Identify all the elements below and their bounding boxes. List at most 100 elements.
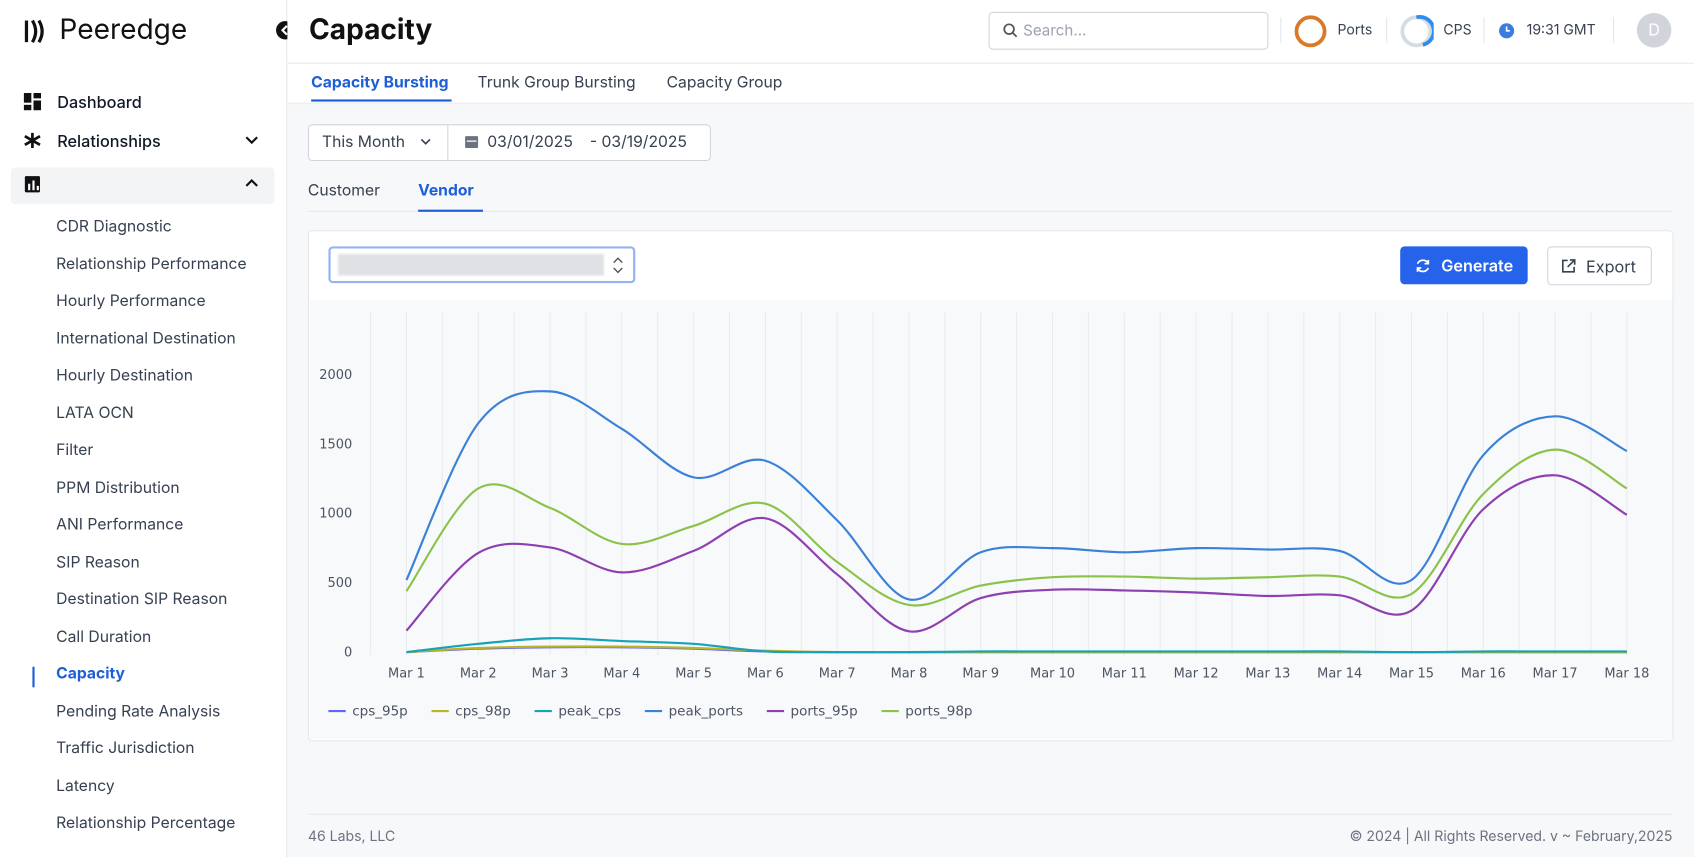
x-tick-label: Mar 16 — [1461, 667, 1506, 682]
x-tick-label: Mar 1 — [388, 667, 425, 682]
y-tick-label: 0 — [344, 645, 352, 660]
select-arrows — [613, 257, 623, 274]
x-tick-label: Mar 8 — [891, 667, 928, 682]
active-indicator — [32, 666, 35, 688]
legend-label: ports_95p — [791, 703, 858, 719]
export-icon — [1561, 259, 1576, 273]
vendor-select[interactable] — [328, 246, 636, 284]
x-tick-label: Mar 13 — [1245, 667, 1290, 682]
brand: Peeredge — [59, 12, 188, 47]
x-tick-label: Mar 12 — [1174, 667, 1219, 682]
report-link[interactable]: Traffic Jurisdiction — [56, 739, 195, 758]
x-tick-label: Mar 5 — [675, 667, 712, 682]
y-tick-label: 1000 — [319, 507, 352, 522]
footer-left: 46 Labs, LLC — [307, 827, 396, 846]
subtab[interactable]: Vendor — [418, 181, 474, 200]
search-placeholder: Search... — [1023, 21, 1087, 40]
export-button[interactable]: Export — [1547, 246, 1652, 286]
divider — [1280, 17, 1282, 44]
x-tick-label: Mar 6 — [747, 667, 784, 682]
divider — [1386, 17, 1388, 44]
nav-item[interactable]: Dashboard — [57, 91, 142, 113]
report-link[interactable]: Call Duration — [56, 627, 152, 646]
footer-right: © 2024 | All Rights Reserved. v ~ Februa… — [1349, 827, 1673, 846]
x-tick-label: Mar 4 — [603, 667, 640, 682]
report-link[interactable]: Relationship Percentage — [56, 813, 236, 833]
sidebar: Peeredge DashboardRelationshipsReportsCD… — [0, 0, 288, 857]
y-tick-label: 500 — [327, 576, 352, 591]
top-bar: Capacity Search... Ports CPS 19:31 GMT D — [287, 0, 1694, 64]
tab[interactable]: Trunk Group Bursting — [477, 73, 636, 92]
x-tick-label: Mar 3 — [532, 667, 569, 682]
report-link[interactable]: SIP Reason — [56, 552, 140, 572]
logo-icon — [24, 19, 44, 43]
chart-card: Generate Export Mar 1 Mar 2 Mar 3 Mar 4 Mar … — [307, 230, 1674, 742]
legend-label: peak_ports — [669, 703, 743, 719]
reports-highlight — [10, 167, 275, 205]
report-link[interactable]: Latency — [56, 776, 115, 795]
avatar[interactable]: D — [1636, 12, 1672, 48]
legend-label: cps_98p — [455, 703, 511, 719]
clock-icon — [1499, 23, 1515, 39]
footer-line — [307, 813, 1673, 815]
report-link[interactable]: LATA OCN — [56, 403, 134, 423]
x-tick-label: Mar 17 — [1533, 667, 1578, 682]
divider — [1483, 17, 1485, 44]
cps-label: CPS — [1443, 21, 1472, 39]
date-from: 03/01/2025 — [487, 132, 573, 152]
report-link[interactable]: International Destination — [56, 329, 236, 348]
legend-label: ports_98p — [905, 703, 972, 719]
cps-gauge — [1400, 15, 1434, 48]
time: 19:31 GMT — [1526, 21, 1596, 39]
y-tick-label: 2000 — [319, 368, 352, 383]
report-link[interactable]: Pending Rate Analysis — [56, 701, 221, 721]
report-link[interactable]: Capacity — [56, 664, 125, 684]
ports-gauge — [1294, 15, 1327, 48]
nav-item[interactable]: Relationships — [57, 130, 161, 152]
tab-bar: Capacity Bursting Trunk Group Bursting C… — [287, 63, 1694, 103]
nav-icons — [23, 92, 42, 193]
series-line — [405, 474, 1628, 633]
series-line — [405, 448, 1628, 607]
redacted — [338, 253, 604, 276]
tab[interactable]: Capacity Bursting — [311, 73, 449, 92]
x-tick-label: Mar 14 — [1317, 667, 1362, 682]
calendar-icon — [465, 136, 479, 149]
period-select[interactable]: This Month — [321, 132, 405, 152]
series-line — [405, 390, 1628, 601]
ports-label: Ports — [1337, 21, 1373, 39]
x-tick-label: Mar 9 — [962, 667, 999, 682]
export-label: Export — [1586, 256, 1636, 277]
report-link[interactable]: CDR Diagnostic — [56, 217, 172, 236]
date-to: - 03/19/2025 — [589, 132, 687, 152]
report-link[interactable]: Hourly Destination — [56, 366, 193, 385]
subtab[interactable]: Customer — [307, 181, 381, 200]
page-title: Capacity — [308, 12, 433, 47]
report-link[interactable]: ANI Performance — [56, 515, 184, 534]
report-link[interactable]: PPM Distribution — [56, 478, 180, 497]
generate-button[interactable]: Generate — [1400, 246, 1528, 285]
report-link[interactable]: Destination SIP Reason — [56, 590, 228, 609]
tab-underline — [311, 99, 452, 102]
x-tick-label: Mar 7 — [819, 667, 856, 682]
subtab-line — [307, 210, 1673, 212]
nav-chevrons — [245, 136, 258, 187]
chart-background — [310, 300, 1673, 740]
series-line — [406, 637, 1627, 654]
y-tick-label: 1500 — [319, 437, 352, 452]
date-filter[interactable]: This Month 03/01/2025 - 03/19/2025 — [307, 124, 711, 162]
report-link[interactable]: Filter — [56, 440, 94, 460]
search-icon — [1003, 23, 1018, 38]
search-box[interactable]: Search... — [988, 11, 1269, 50]
x-tick-label: Mar 18 — [1604, 667, 1649, 682]
tab[interactable]: Capacity Group — [666, 73, 783, 92]
x-tick-label: Mar 11 — [1102, 667, 1147, 682]
chevron — [420, 138, 431, 145]
divider — [447, 125, 449, 160]
report-link[interactable]: Relationship Performance — [56, 254, 247, 273]
x-tick-label: Mar 2 — [460, 667, 497, 682]
x-tick-label: Mar 10 — [1030, 667, 1075, 682]
legend-label: peak_cps — [558, 703, 621, 719]
report-link[interactable]: Hourly Performance — [56, 291, 206, 311]
